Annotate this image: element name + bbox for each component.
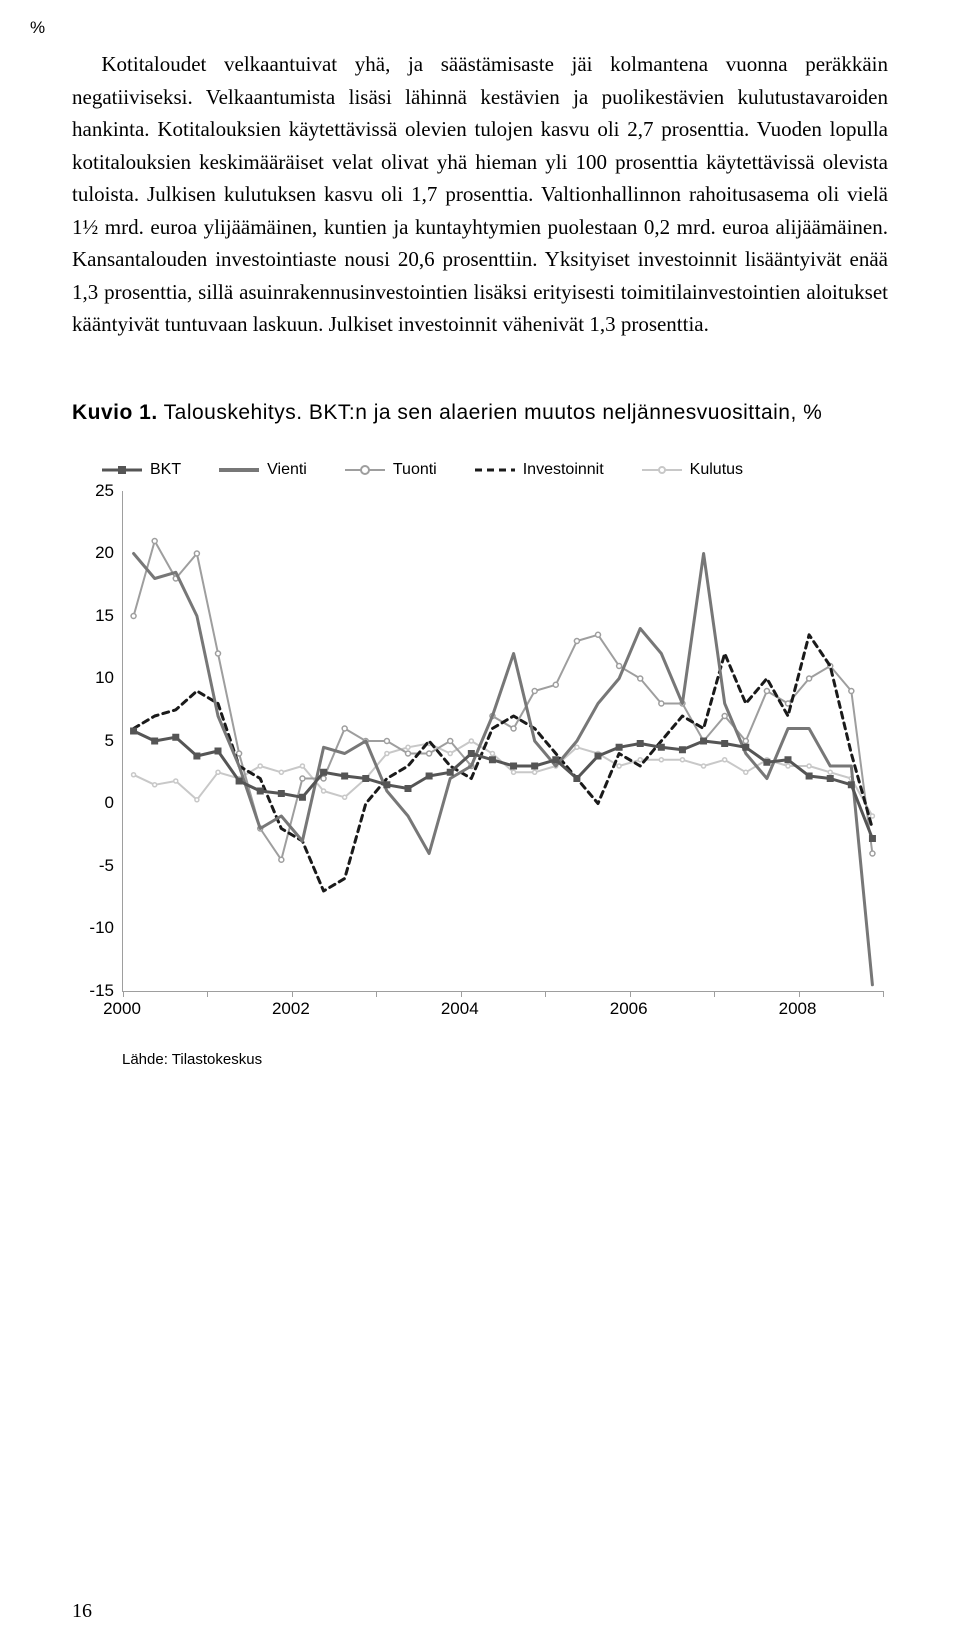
legend-label: Investoinnit — [523, 461, 604, 479]
x-minor-tick — [207, 991, 208, 997]
figure-title-rest: Talouskehitys. BKT:n ja sen alaerien muu… — [158, 401, 823, 424]
legend-swatch-vienti — [219, 463, 259, 477]
chart-legend: BKT Vienti Tuonti Investoinnit — [102, 461, 743, 479]
x-minor-tick — [545, 991, 546, 997]
legend-item-tuonti: Tuonti — [345, 461, 437, 479]
legend-item-vienti: Vienti — [219, 461, 307, 479]
x-tick-label: 2008 — [779, 999, 817, 1019]
y-tick-label: 5 — [72, 731, 114, 751]
y-tick-label: 20 — [72, 543, 114, 563]
y-tick-label: 10 — [72, 668, 114, 688]
x-tick-label: 2002 — [272, 999, 310, 1019]
y-tick-label: 25 — [72, 481, 114, 501]
x-minor-tick — [799, 991, 800, 997]
body-paragraph: Kotitaloudet velkaantuivat yhä, ja sääst… — [72, 48, 888, 341]
legend-label: Tuonti — [393, 461, 437, 479]
x-tick-label: 2004 — [441, 999, 479, 1019]
chart-svg — [123, 491, 883, 991]
x-minor-tick — [883, 991, 884, 997]
legend-swatch-bkt — [102, 463, 142, 477]
legend-item-investoinnit: Investoinnit — [475, 461, 604, 479]
page-root: Kotitaloudet velkaantuivat yhä, ja sääst… — [0, 0, 960, 1641]
x-tick-label: 2006 — [610, 999, 648, 1019]
x-minor-tick — [461, 991, 462, 997]
x-minor-tick — [123, 991, 124, 997]
legend-swatch-kulutus — [642, 463, 682, 477]
y-tick-label: -15 — [72, 981, 114, 1001]
chart: BKT Vienti Tuonti Investoinnit — [72, 461, 892, 1041]
y-tick-label: 15 — [72, 606, 114, 626]
y-tick-label: 0 — [72, 793, 114, 813]
chart-plot — [122, 491, 883, 992]
page-number: 16 — [72, 1600, 92, 1623]
x-minor-tick — [292, 991, 293, 997]
x-minor-tick — [630, 991, 631, 997]
x-tick-label: 2000 — [103, 999, 141, 1019]
legend-label: Kulutus — [690, 461, 743, 479]
y-axis-unit: % — [30, 18, 45, 38]
figure-title: Kuvio 1. Talouskehitys. BKT:n ja sen ala… — [72, 401, 888, 425]
y-tick-label: -10 — [72, 918, 114, 938]
legend-label: BKT — [150, 461, 181, 479]
legend-swatch-investoinnit — [475, 463, 515, 477]
legend-item-kulutus: Kulutus — [642, 461, 743, 479]
chart-source: Lähde: Tilastokeskus — [122, 1051, 888, 1068]
legend-label: Vienti — [267, 461, 307, 479]
figure-title-bold: Kuvio 1. — [72, 401, 158, 424]
legend-item-bkt: BKT — [102, 461, 181, 479]
body-paragraph-text: Kotitaloudet velkaantuivat yhä, ja sääst… — [72, 52, 888, 336]
x-minor-tick — [376, 991, 377, 997]
y-tick-label: -5 — [72, 856, 114, 876]
legend-swatch-tuonti — [345, 463, 385, 477]
x-minor-tick — [714, 991, 715, 997]
